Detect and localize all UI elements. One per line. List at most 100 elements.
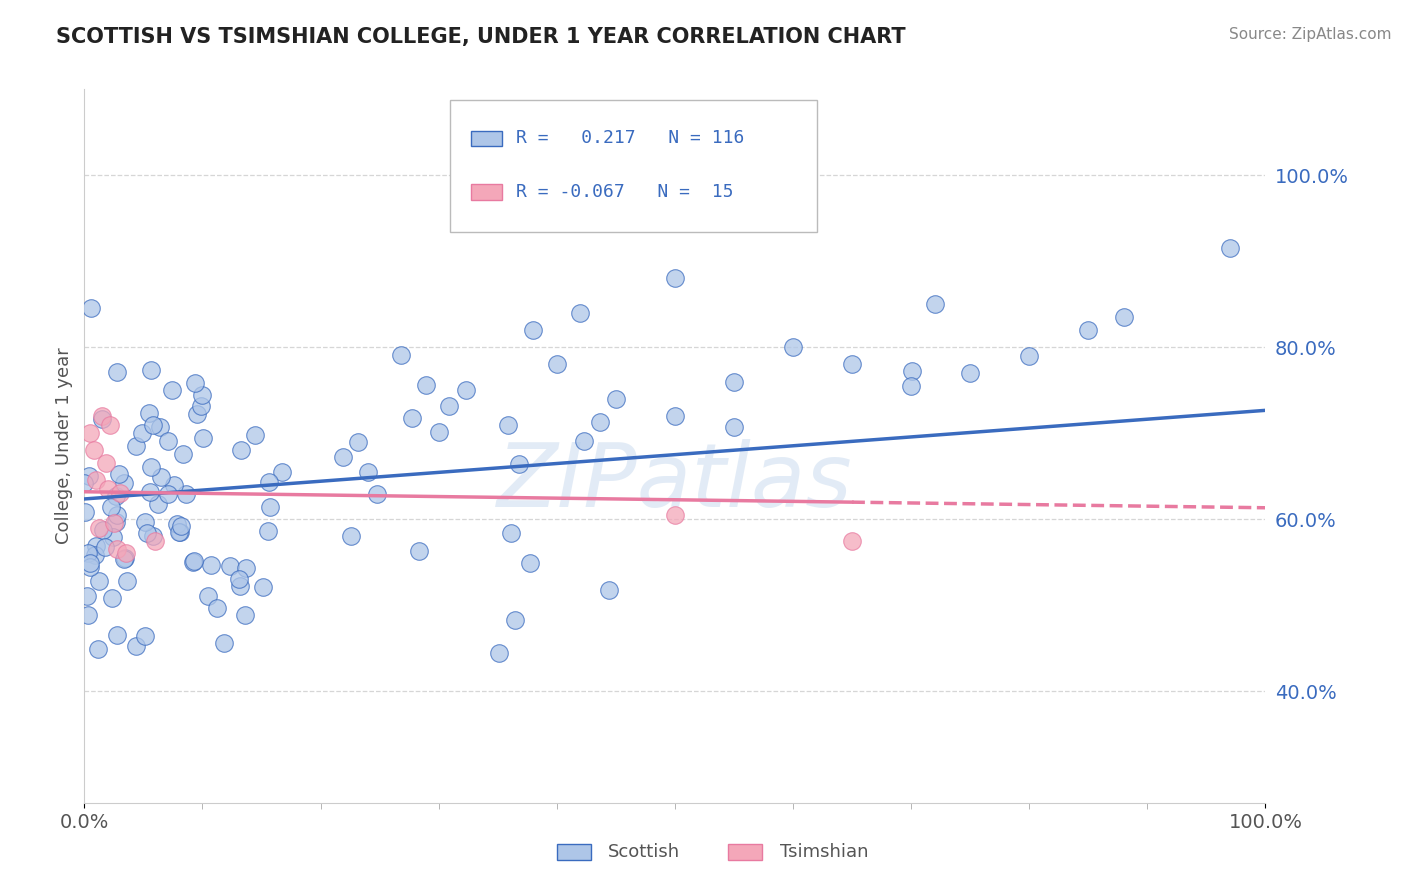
Point: [235, 561, 257, 575]
Point: [90, 412, 112, 426]
Point: [190, 399, 212, 413]
Point: [186, 408, 208, 422]
Point: [546, 357, 568, 371]
Point: [141, 459, 163, 474]
Point: [149, 420, 172, 434]
Text: Source: ZipAtlas.com: Source: ZipAtlas.com: [1229, 27, 1392, 42]
Point: [139, 363, 162, 377]
Point: [134, 515, 156, 529]
Point: [243, 427, 266, 442]
Point: [212, 635, 235, 649]
Point: [589, 415, 612, 429]
Point: [231, 443, 253, 458]
Point: [183, 554, 205, 568]
Point: [900, 364, 922, 378]
Point: [169, 518, 191, 533]
Point: [172, 447, 194, 461]
Point: [228, 572, 250, 586]
Point: [105, 508, 128, 523]
Point: [94, 541, 117, 555]
Point: [150, 469, 173, 483]
Point: [91, 523, 114, 537]
Point: [105, 515, 128, 529]
Text: ZIPatlas: ZIPatlas: [498, 439, 852, 524]
Point: [496, 417, 519, 432]
Point: [142, 529, 165, 543]
Point: [782, 340, 804, 354]
Point: [117, 574, 139, 588]
Point: [1077, 323, 1099, 337]
Point: [101, 591, 124, 605]
FancyBboxPatch shape: [450, 100, 817, 232]
Point: [332, 450, 354, 465]
FancyBboxPatch shape: [471, 130, 502, 146]
Point: [569, 306, 592, 320]
Point: [114, 546, 136, 560]
Point: [76, 589, 98, 603]
Text: R = -0.067   N =  15: R = -0.067 N = 15: [516, 183, 734, 201]
Point: [97, 482, 120, 496]
Point: [257, 524, 280, 538]
Point: [138, 406, 160, 420]
Point: [73, 475, 96, 490]
Point: [166, 517, 188, 532]
Point: [84, 539, 107, 553]
Point: [83, 548, 105, 562]
Text: SCOTTISH VS TSIMSHIAN COLLEGE, UNDER 1 YEAR CORRELATION CHART: SCOTTISH VS TSIMSHIAN COLLEGE, UNDER 1 Y…: [56, 27, 905, 46]
Text: Scottish: Scottish: [609, 843, 681, 861]
Point: [103, 530, 125, 544]
Point: [347, 434, 370, 449]
Point: [100, 500, 122, 514]
Point: [87, 521, 110, 535]
Point: [229, 579, 252, 593]
Point: [959, 366, 981, 380]
Point: [900, 379, 922, 393]
Point: [1112, 310, 1135, 324]
Point: [183, 376, 205, 391]
Point: [108, 467, 131, 481]
Point: [252, 580, 274, 594]
Point: [205, 601, 228, 615]
Point: [488, 646, 510, 660]
Point: [131, 425, 153, 440]
Point: [522, 323, 544, 337]
Point: [841, 357, 863, 371]
Point: [142, 418, 165, 433]
Text: R =   0.217   N = 116: R = 0.217 N = 116: [516, 129, 744, 147]
Point: [163, 478, 186, 492]
Point: [98, 417, 121, 432]
FancyBboxPatch shape: [471, 184, 502, 200]
Point: [139, 485, 162, 500]
Point: [91, 409, 114, 423]
Point: [94, 456, 117, 470]
Point: [519, 556, 541, 570]
Point: [167, 525, 190, 540]
Point: [136, 525, 159, 540]
Point: [499, 525, 522, 540]
Point: [107, 542, 129, 557]
Point: [503, 613, 526, 627]
Point: [605, 392, 627, 406]
Point: [257, 475, 280, 489]
Point: [76, 546, 98, 560]
Y-axis label: College, Under 1 year: College, Under 1 year: [55, 348, 73, 544]
Point: [103, 516, 125, 531]
Point: [114, 551, 136, 566]
Point: [218, 558, 240, 573]
Point: [664, 508, 686, 522]
Point: [84, 474, 107, 488]
Point: [125, 639, 148, 653]
Point: [233, 607, 256, 622]
Point: [427, 425, 450, 440]
Point: [723, 375, 745, 389]
Point: [389, 348, 412, 362]
Point: [664, 271, 686, 285]
Point: [134, 629, 156, 643]
Point: [191, 431, 214, 445]
Point: [415, 378, 437, 392]
Point: [105, 365, 128, 379]
Point: [112, 476, 135, 491]
Point: [197, 589, 219, 603]
Point: [160, 384, 183, 398]
Point: [87, 642, 110, 657]
